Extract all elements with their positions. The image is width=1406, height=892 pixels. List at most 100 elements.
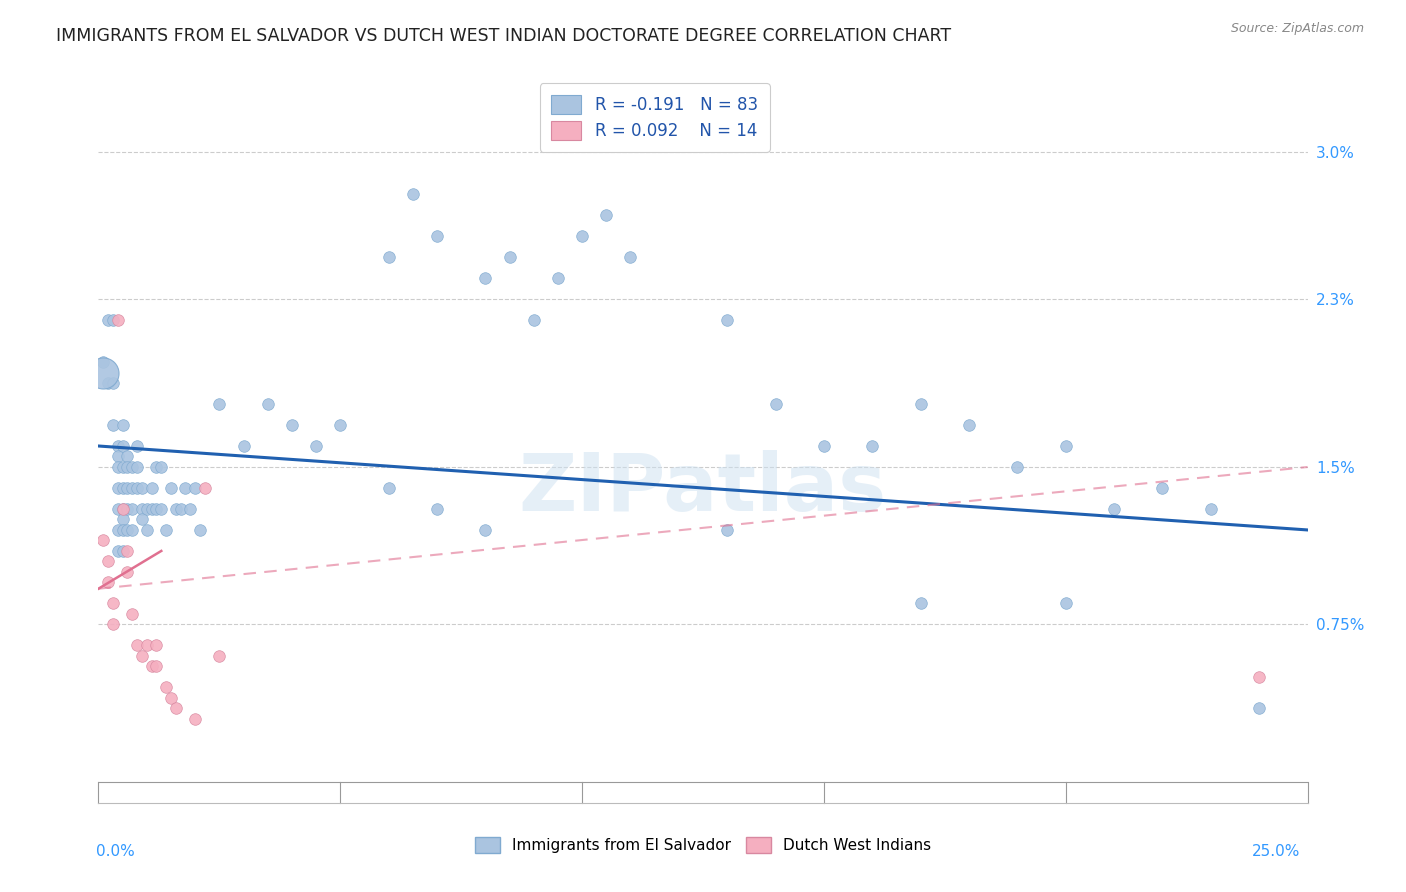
Legend: Immigrants from El Salvador, Dutch West Indians: Immigrants from El Salvador, Dutch West … [470, 830, 936, 859]
Point [498, 250, 520, 264]
Point [150, 460, 173, 475]
Point [101, 313, 124, 327]
Point [97, 575, 120, 590]
Point [117, 544, 139, 558]
Point [813, 439, 835, 453]
Point [208, 397, 231, 411]
Point [131, 481, 153, 495]
Point [107, 439, 129, 453]
Point [121, 523, 143, 537]
Text: Source: ZipAtlas.com: Source: ZipAtlas.com [1230, 22, 1364, 36]
Point [523, 313, 546, 327]
Point [184, 481, 207, 495]
Point [145, 659, 167, 673]
Point [111, 502, 134, 516]
Point [179, 502, 201, 516]
Point [111, 439, 134, 453]
Point [107, 313, 129, 327]
Point [107, 544, 129, 558]
Point [169, 502, 191, 516]
Point [174, 481, 197, 495]
Point [474, 271, 496, 285]
Point [155, 681, 177, 695]
Point [121, 481, 143, 495]
Point [141, 481, 163, 495]
Point [1102, 502, 1125, 516]
Point [107, 502, 129, 516]
Point [329, 417, 352, 432]
Point [117, 450, 139, 464]
Point [141, 502, 163, 516]
Point [1007, 460, 1029, 475]
Point [127, 639, 149, 653]
Point [860, 439, 883, 453]
Point [91, 355, 114, 369]
Point [474, 523, 496, 537]
Point [571, 229, 593, 244]
Point [117, 481, 139, 495]
Point [1054, 596, 1077, 610]
Point [160, 481, 183, 495]
Point [111, 417, 134, 432]
Point [716, 523, 738, 537]
Point [1249, 670, 1271, 684]
Point [97, 376, 120, 390]
Point [155, 523, 177, 537]
Point [107, 523, 129, 537]
Point [111, 481, 134, 495]
Point [281, 417, 304, 432]
Point [111, 512, 134, 526]
Point [117, 565, 139, 579]
Text: IMMIGRANTS FROM EL SALVADOR VS DUTCH WEST INDIAN DOCTORATE DEGREE CORRELATION CH: IMMIGRANTS FROM EL SALVADOR VS DUTCH WES… [56, 27, 952, 45]
Point [910, 397, 932, 411]
Point [131, 648, 153, 663]
Point [160, 690, 183, 705]
Point [107, 481, 129, 495]
Point [426, 229, 449, 244]
Point [127, 460, 149, 475]
Point [117, 502, 139, 516]
Point [1152, 481, 1174, 495]
Point [111, 523, 134, 537]
Point [111, 544, 134, 558]
Point [135, 523, 157, 537]
Point [426, 502, 449, 516]
Point [1249, 701, 1271, 715]
Point [135, 502, 157, 516]
Point [97, 554, 120, 568]
Point [141, 659, 163, 673]
Point [101, 417, 124, 432]
Point [165, 701, 187, 715]
Point [377, 481, 399, 495]
Point [377, 250, 399, 264]
Point [111, 502, 134, 516]
Point [131, 512, 153, 526]
Point [131, 502, 153, 516]
Point [127, 481, 149, 495]
Point [165, 502, 187, 516]
Text: 0.0%: 0.0% [96, 845, 135, 859]
Point [145, 639, 167, 653]
Point [256, 397, 278, 411]
Point [1054, 439, 1077, 453]
Point [135, 639, 157, 653]
Point [595, 208, 617, 222]
Point [97, 313, 120, 327]
Point [111, 460, 134, 475]
Point [1199, 502, 1222, 516]
Point [765, 397, 787, 411]
Point [402, 187, 425, 202]
Point [145, 460, 167, 475]
Point [957, 417, 980, 432]
Point [232, 439, 254, 453]
Text: ZIPatlas: ZIPatlas [519, 450, 887, 528]
Point [121, 502, 143, 516]
Point [547, 271, 569, 285]
Point [910, 596, 932, 610]
Point [101, 596, 124, 610]
Point [107, 460, 129, 475]
Point [91, 533, 114, 548]
Point [716, 313, 738, 327]
Point [91, 366, 114, 380]
Point [101, 617, 124, 632]
